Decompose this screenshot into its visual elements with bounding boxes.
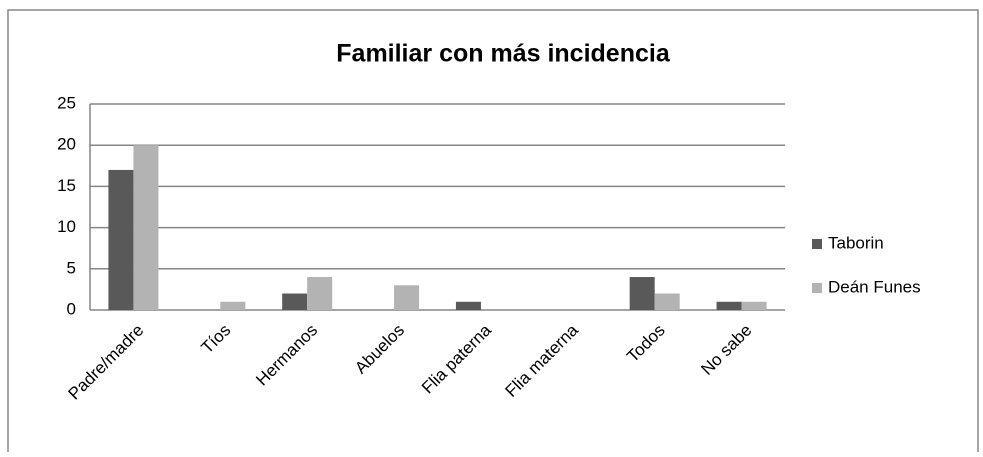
bar [741,301,767,310]
x-tick-label: Tíos [197,321,234,358]
bar [282,293,308,310]
chart-title: Familiar con más incidencia [336,40,671,68]
x-tick-label: Padre/madre [65,321,148,404]
chart-border [7,9,979,457]
bar [716,301,742,310]
bar [307,277,333,310]
y-tick-label: 5 [67,258,76,277]
legend-swatch [812,239,822,249]
x-tick-label: Flia paterna [418,320,495,397]
legend-swatch [812,283,822,293]
bar [133,145,159,310]
bar [455,301,481,310]
y-tick-label: 0 [67,299,76,318]
legend-label: Deán Funes [828,277,921,296]
legend-label: Taborin [828,233,884,252]
y-tick-label: 10 [57,217,76,236]
x-tick-label: Todos [623,321,669,367]
y-tick-label: 25 [57,93,76,112]
x-tick-label: Hermanos [252,321,321,390]
bar [629,277,655,310]
bar [108,169,134,310]
x-tick-label: Abuelos [351,321,408,378]
y-tick-label: 15 [57,176,76,195]
y-tick-label: 20 [57,135,76,154]
bar [220,301,246,310]
bar [394,285,420,310]
bar [654,293,680,310]
x-tick-label: No sabe [697,321,755,379]
x-tick-label: Flia materna [502,320,583,401]
